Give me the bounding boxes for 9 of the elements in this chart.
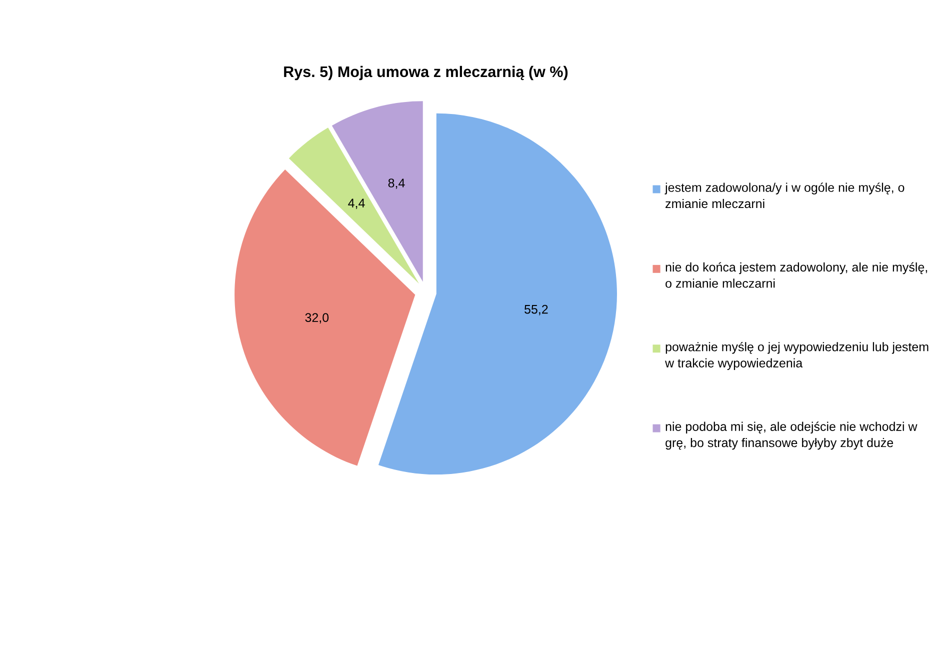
data-label: 55,2 <box>524 304 548 316</box>
chart-title: Rys. 5) Moja umowa z mleczarnią (w %) <box>284 66 568 80</box>
legend-label: poważnie myślę o jej wypowiedzeniu lub jestem w trakcie wypowiedzenia <box>665 342 928 370</box>
data-label: 4,4 <box>348 198 365 209</box>
legend-label: nie do końca jestem zadowolony, ale nie myślę, o zmianie mleczarni <box>666 262 928 288</box>
legend-label: jestem zadowolona/y i w ogóle nie myślę, o zmianie mleczarni <box>664 182 904 208</box>
legend-label: nie podoba mi się, ale odejście nie wchodzi w grę, bo straty finansowe byłyby zbyt duże <box>666 422 918 450</box>
data-label: 32,0 <box>305 313 329 324</box>
data-label: 8,4 <box>388 178 405 189</box>
